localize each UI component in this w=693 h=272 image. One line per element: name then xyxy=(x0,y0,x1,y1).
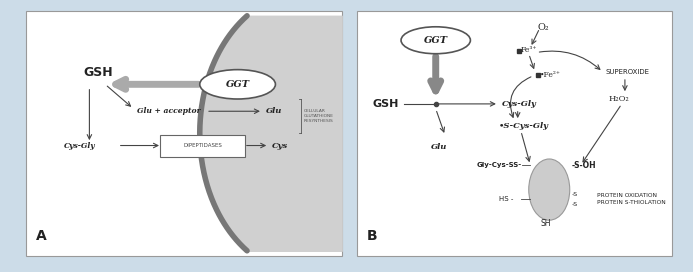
Text: O₂: O₂ xyxy=(537,23,549,32)
Text: SH: SH xyxy=(541,219,552,228)
Text: Glu: Glu xyxy=(430,143,447,151)
Text: -S: -S xyxy=(571,192,577,197)
Text: GGT: GGT xyxy=(423,36,448,45)
Text: -S: -S xyxy=(571,202,577,207)
Text: Cys-Gly: Cys-Gly xyxy=(64,141,96,150)
Text: CELLULAR
GLUTATHIONE
RESYNTHESIS: CELLULAR GLUTATHIONE RESYNTHESIS xyxy=(304,109,334,123)
Text: Cys-Gly: Cys-Gly xyxy=(502,100,537,108)
Text: B: B xyxy=(367,230,377,243)
Text: HS -: HS - xyxy=(499,196,513,202)
Text: A: A xyxy=(36,230,46,243)
Ellipse shape xyxy=(529,159,570,220)
Ellipse shape xyxy=(401,27,471,54)
Text: •S-Cys-Gly: •S-Cys-Gly xyxy=(499,122,549,130)
Text: H₂O₂: H₂O₂ xyxy=(608,95,629,103)
Text: -S-OH: -S-OH xyxy=(571,160,596,170)
Text: Glu: Glu xyxy=(266,107,282,115)
FancyBboxPatch shape xyxy=(160,134,245,157)
Ellipse shape xyxy=(200,70,275,99)
Text: GGT: GGT xyxy=(226,80,249,89)
Text: •Fe²⁺: •Fe²⁺ xyxy=(540,70,561,79)
Text: SUPEROXIDE: SUPEROXIDE xyxy=(606,69,650,75)
Text: Glu + acceptor: Glu + acceptor xyxy=(137,107,200,115)
Text: DIPEPTIDASES: DIPEPTIDASES xyxy=(184,143,222,148)
Text: GSH: GSH xyxy=(373,99,399,109)
Text: Fe³⁺: Fe³⁺ xyxy=(521,46,537,54)
Text: Cys: Cys xyxy=(272,141,288,150)
Text: GSH: GSH xyxy=(83,66,113,79)
Text: PROTEIN OXIDATION
PROTEIN S-THIOLATION: PROTEIN OXIDATION PROTEIN S-THIOLATION xyxy=(597,193,665,205)
Text: Gly-Cys-SS-: Gly-Cys-SS- xyxy=(477,162,522,168)
